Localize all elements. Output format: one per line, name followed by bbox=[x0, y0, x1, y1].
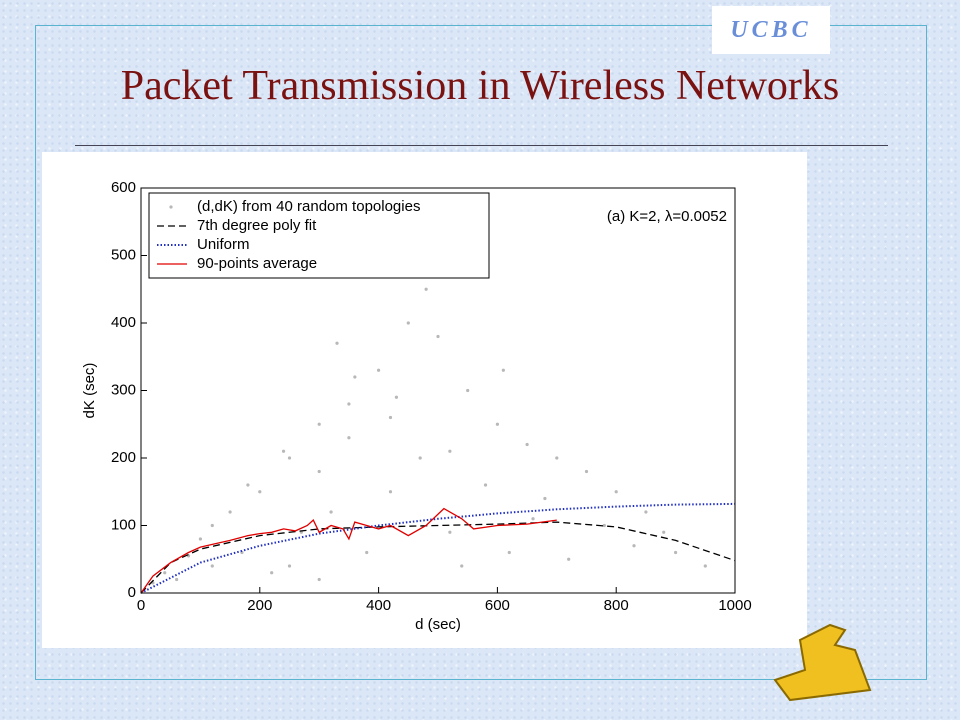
legend-label: 7th degree poly fit bbox=[197, 217, 317, 234]
legend-label: (d,dK) from 40 random topologies bbox=[197, 198, 420, 215]
scatter-point bbox=[466, 388, 470, 393]
scatter-point bbox=[394, 395, 399, 399]
x-axis-label: d (sec) bbox=[415, 616, 461, 633]
series-line bbox=[140, 521, 736, 594]
y-tick-label: 600 bbox=[111, 179, 136, 196]
x-tick-label: 400 bbox=[366, 597, 391, 614]
series-line bbox=[140, 507, 557, 594]
scatter-point bbox=[335, 341, 339, 345]
scatter-point bbox=[329, 510, 333, 514]
series-line bbox=[140, 502, 736, 594]
scatter-point bbox=[501, 368, 505, 372]
scatter-point bbox=[347, 402, 351, 406]
scatter-point bbox=[406, 321, 410, 325]
scatter-point bbox=[163, 571, 167, 575]
legend-label: Uniform bbox=[197, 236, 250, 253]
scatter-point bbox=[388, 490, 393, 494]
x-tick-label: 800 bbox=[604, 597, 629, 614]
scatter-point bbox=[317, 469, 321, 474]
scatter-point bbox=[525, 442, 529, 447]
x-tick-label: 600 bbox=[485, 597, 510, 614]
scatter-point bbox=[270, 571, 274, 575]
scatter-point bbox=[483, 483, 488, 487]
scatter-point bbox=[567, 557, 571, 561]
y-tick-label: 200 bbox=[111, 449, 136, 466]
scatter-point bbox=[246, 483, 250, 487]
scatter-point bbox=[175, 577, 179, 582]
title-rule bbox=[75, 145, 888, 146]
x-tick-label: 0 bbox=[137, 597, 145, 614]
scatter-point bbox=[347, 436, 351, 440]
scatter-point bbox=[281, 449, 286, 453]
scatter-point bbox=[388, 415, 393, 420]
scatter-point bbox=[418, 456, 422, 460]
annotation: (a) K=2, λ=0.0052 bbox=[607, 208, 727, 225]
x-tick-label: 1000 bbox=[718, 597, 751, 614]
scatter-point bbox=[317, 422, 321, 426]
y-tick-label: 400 bbox=[111, 314, 136, 331]
y-tick-label: 100 bbox=[111, 516, 136, 533]
scatter-point bbox=[258, 490, 262, 494]
scatter-point bbox=[436, 334, 440, 339]
scatter-point bbox=[317, 577, 321, 582]
x-tick-label: 200 bbox=[247, 597, 272, 614]
scatter-point bbox=[507, 550, 511, 555]
scatter-point bbox=[662, 530, 666, 534]
mascot bbox=[773, 623, 872, 702]
y-tick-label: 300 bbox=[111, 381, 136, 398]
legend-box bbox=[148, 192, 490, 279]
scatter-point bbox=[703, 564, 707, 568]
scatter-point bbox=[584, 469, 589, 474]
scatter-point bbox=[287, 456, 292, 460]
logo: UCBC bbox=[712, 6, 830, 54]
scatter-point bbox=[448, 449, 452, 453]
y-tick-label: 500 bbox=[111, 246, 136, 263]
scatter-point bbox=[210, 564, 214, 568]
y-tick-label: 0 bbox=[128, 584, 136, 601]
scatter-point bbox=[198, 537, 202, 541]
scatter-point bbox=[353, 375, 357, 379]
frame bbox=[35, 25, 927, 680]
scatter-point bbox=[674, 550, 678, 555]
scatter-point bbox=[424, 287, 428, 291]
y-axis-label: dK (sec) bbox=[81, 363, 98, 419]
scatter-point bbox=[531, 517, 535, 521]
scatter-point bbox=[228, 510, 232, 514]
scatter-point bbox=[377, 368, 381, 372]
scatter-point bbox=[543, 496, 547, 501]
legend-label: 90-points average bbox=[197, 255, 317, 272]
legend-swatch bbox=[169, 205, 173, 209]
scatter-point bbox=[555, 456, 559, 460]
scatter-point bbox=[495, 422, 499, 426]
scatter-point bbox=[632, 544, 636, 548]
scatter-point bbox=[365, 550, 369, 555]
scatter-point bbox=[287, 564, 292, 568]
scatter-point bbox=[602, 523, 606, 528]
scatter-point bbox=[448, 530, 452, 534]
slide-title: Packet Transmission in Wireless Networks bbox=[120, 63, 840, 109]
scatter-point bbox=[614, 490, 618, 494]
scatter-point bbox=[210, 523, 214, 528]
scatter-point bbox=[644, 510, 648, 514]
scatter-point bbox=[460, 564, 464, 568]
